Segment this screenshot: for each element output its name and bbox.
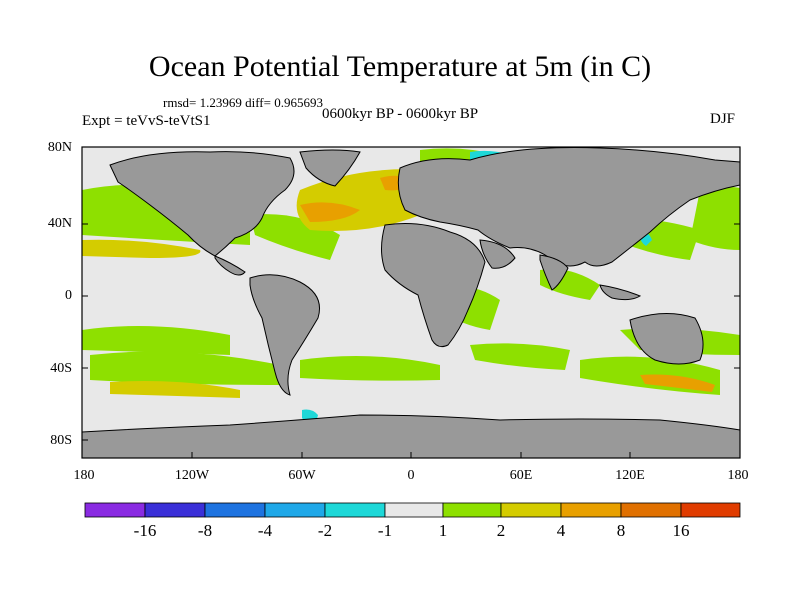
south-america <box>249 274 320 396</box>
colorbar-label: -1 <box>377 521 393 540</box>
period-label: 0600kyr BP - 0600kyr BP <box>322 106 479 122</box>
y-tick-label: 0 <box>65 288 72 303</box>
colorbar-box <box>560 502 622 518</box>
colorbar-label: -4 <box>257 521 273 540</box>
stats-line: rmsd= 1.23969 diff= 0.965693 <box>163 95 323 110</box>
colorbar-box <box>620 502 682 518</box>
x-tick-label: 180 <box>727 468 749 483</box>
land-masses <box>81 147 741 459</box>
y-tick-label: 40S <box>50 361 72 376</box>
colorbar-box <box>442 502 502 518</box>
figure-title: Ocean Potential Temperature at 5m (in C) <box>148 50 652 83</box>
colorbar-box <box>384 502 444 518</box>
colorbar <box>84 502 741 518</box>
y-tick-label: 40N <box>47 216 72 231</box>
colorbar-label: 8 <box>616 521 626 540</box>
x-tick-label: 120E <box>615 468 645 483</box>
colorbar-label: -2 <box>317 521 333 540</box>
y-tick-label: 80N <box>47 140 72 155</box>
season-label: DJF <box>710 111 736 127</box>
greenland <box>299 149 361 187</box>
colorbar-box <box>144 502 206 518</box>
colorbar-box <box>324 502 386 518</box>
colorbar-box <box>680 502 741 518</box>
colorbar-label: -8 <box>197 521 213 540</box>
experiment-label: Expt = teVvS-teVtS1 <box>82 113 211 129</box>
arabia <box>479 239 516 269</box>
colorbar-box <box>264 502 326 518</box>
colorbar-label: 1 <box>438 521 448 540</box>
eurasia <box>397 147 741 267</box>
tick-marks <box>82 146 740 458</box>
x-tick-label: 180 <box>73 468 95 483</box>
colorbar-label: 4 <box>556 521 566 540</box>
y-tick-label: 80S <box>50 433 72 448</box>
antarctica <box>81 414 741 459</box>
central-america <box>214 255 246 276</box>
colorbar-label: 2 <box>496 521 506 540</box>
x-tick-label: 60E <box>509 468 533 483</box>
colorbar-label: -16 <box>133 521 157 540</box>
colorbar-box <box>500 502 562 518</box>
australia <box>629 312 704 365</box>
maritime-asia <box>599 284 642 301</box>
x-tick-label: 120W <box>174 468 210 483</box>
india <box>539 254 569 291</box>
north-america <box>109 151 295 257</box>
colorbar-box <box>204 502 266 518</box>
colorbar-box <box>84 502 146 518</box>
africa <box>381 223 486 348</box>
x-tick-label: 0 <box>407 468 415 483</box>
x-tick-label: 60W <box>288 468 316 483</box>
colorbar-label: 16 <box>672 521 690 540</box>
